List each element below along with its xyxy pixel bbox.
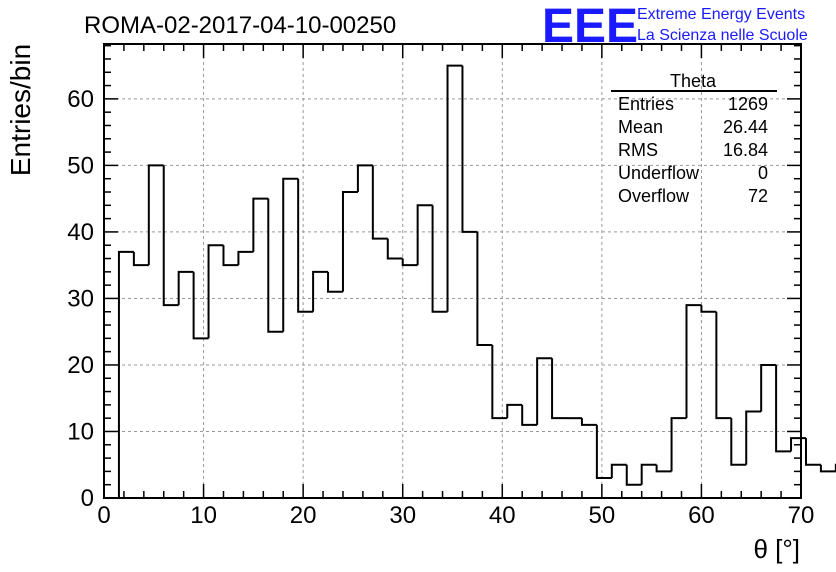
- grid: [104, 44, 801, 498]
- logo-subtitle-2: La Scienza nelle Scuole: [637, 27, 808, 44]
- x-tick-label-10: 10: [190, 502, 217, 529]
- x-tick-label-60: 60: [688, 502, 715, 529]
- histogram-bin-33: [610, 463, 627, 479]
- stats-value-overflow: 72: [748, 186, 768, 206]
- stats-title: Theta: [670, 71, 717, 91]
- y-axis-label: Entries/bin: [5, 44, 36, 176]
- histogram-bin-14: [327, 271, 343, 293]
- y-tick-label-50: 50: [67, 152, 94, 179]
- histogram-bin-20: [416, 204, 433, 266]
- histogram-bin-17: [371, 165, 388, 240]
- histogram-bin-3: [162, 165, 179, 307]
- stats-label-overflow: Overflow: [618, 186, 690, 206]
- histogram-bars: [117, 64, 836, 498]
- stats-box: Theta Entries 1269 Mean 26.44 RMS 16.84 …: [611, 71, 777, 206]
- histogram-bin-1: [132, 251, 149, 267]
- histogram-bin-36: [655, 464, 672, 473]
- histogram-bin-12: [297, 178, 314, 313]
- stats-value-mean: 26.44: [723, 117, 768, 137]
- stats-label-mean: Mean: [618, 117, 663, 137]
- histogram-bin-0: [117, 250, 134, 498]
- histogram-bin-2: [147, 164, 164, 266]
- histogram-bin-32: [595, 424, 612, 480]
- histogram-bin-27: [521, 404, 538, 426]
- chart-title: ROMA-02-2017-04-10-00250: [84, 12, 396, 39]
- histogram-bin-26: [506, 403, 523, 419]
- histogram-bin-10: [267, 198, 284, 333]
- plot-frame: [103, 43, 802, 499]
- stats-label-entries: Entries: [618, 94, 674, 114]
- x-tick-label-70: 70: [788, 502, 815, 529]
- stats-value-underflow: 0: [758, 163, 768, 183]
- histogram-bin-46: [804, 438, 821, 466]
- stats-value-rms: 16.84: [723, 140, 768, 160]
- y-tick-label-60: 60: [67, 86, 94, 113]
- histogram-bin-47: [819, 464, 836, 473]
- histogram-bin-15: [341, 191, 358, 292]
- axes: [103, 43, 802, 499]
- x-tick-label-40: 40: [489, 502, 516, 529]
- histogram-bin-5: [192, 271, 209, 340]
- histogram-bin-9: [252, 197, 269, 252]
- histogram-bin-25: [491, 345, 508, 420]
- stats-value-entries: 1269: [728, 94, 768, 114]
- y-tick-label-40: 40: [67, 219, 94, 246]
- histogram-bin-41: [730, 418, 747, 466]
- x-axis-label: θ [°]: [753, 534, 800, 564]
- histogram-bin-13: [312, 270, 329, 312]
- histogram-bin-23: [461, 65, 478, 233]
- histogram-bin-4: [177, 270, 194, 306]
- tick-labels: 0 10 20 30 40 50 60 70 0 10 20 30 40 50 60: [67, 86, 814, 529]
- histogram-bin-28: [536, 357, 553, 425]
- histogram-bin-6: [207, 244, 224, 339]
- x-tick-label-30: 30: [389, 502, 416, 529]
- histogram-bin-38: [685, 304, 702, 419]
- y-tick-label-20: 20: [67, 352, 94, 379]
- histogram-bin-37: [670, 417, 687, 472]
- histogram-bin-21: [431, 205, 448, 313]
- histogram-bin-43: [760, 363, 777, 412]
- histogram-bin-22: [446, 64, 463, 312]
- histogram-bin-11: [282, 177, 299, 332]
- histogram-bin-35: [640, 463, 657, 485]
- histogram-bin-39: [700, 305, 717, 313]
- histogram-bin-42: [745, 410, 762, 465]
- logo-subtitle-1: Extreme Energy Events: [637, 6, 805, 23]
- histogram-bin-31: [580, 418, 597, 426]
- x-tick-label-0: 0: [97, 502, 110, 529]
- x-tick-label-20: 20: [290, 502, 317, 529]
- histogram-bin-24: [476, 231, 493, 347]
- histogram-bin-19: [401, 258, 418, 267]
- x-tick-label-50: 50: [589, 502, 616, 529]
- histogram-bin-34: [625, 464, 642, 486]
- eee-logo-text: EEE: [542, 0, 638, 53]
- stats-label-underflow: Underflow: [618, 163, 700, 183]
- y-tick-label-10: 10: [67, 418, 94, 445]
- stats-label-rms: RMS: [618, 140, 658, 160]
- histogram-bin-40: [715, 311, 732, 420]
- y-tick-label-0: 0: [81, 485, 94, 512]
- histogram-bin-29: [551, 358, 568, 420]
- histogram-bin-8: [237, 250, 254, 266]
- histogram-bin-44: [775, 364, 792, 453]
- histogram-bin-18: [386, 238, 403, 260]
- y-tick-label-30: 30: [67, 285, 94, 312]
- histogram-bin-7: [222, 245, 239, 267]
- histogram-bin-16: [356, 164, 373, 193]
